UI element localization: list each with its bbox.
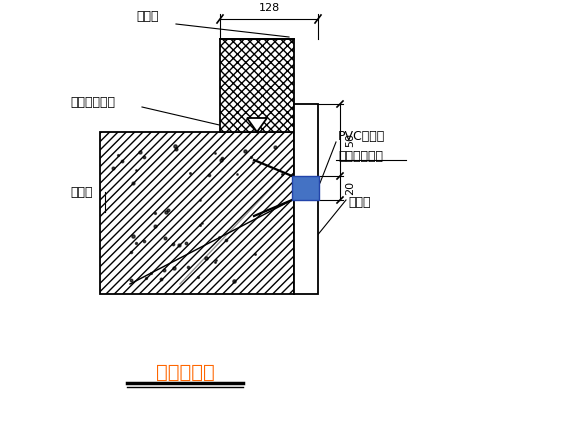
Text: 128: 128	[259, 3, 279, 13]
Text: 抹灰层: 抹灰层	[348, 196, 370, 209]
Bar	[220, 39, 294, 132]
Text: 结构楼面标高: 结构楼面标高	[70, 95, 115, 108]
Polygon shape	[247, 118, 267, 132]
Bar	[292, 176, 319, 200]
Text: 分格缝做法: 分格缝做法	[156, 362, 214, 381]
Bar	[100, 132, 294, 294]
Text: 砼梁板: 砼梁板	[70, 185, 93, 198]
Bar	[294, 104, 318, 294]
Text: 抹灰前预埋设: 抹灰前预埋设	[338, 149, 383, 162]
Text: 外砖墙: 外砖墙	[137, 10, 159, 23]
Text: 50: 50	[345, 133, 355, 147]
Text: PVC分格条: PVC分格条	[338, 130, 385, 143]
Text: 20: 20	[345, 181, 355, 195]
